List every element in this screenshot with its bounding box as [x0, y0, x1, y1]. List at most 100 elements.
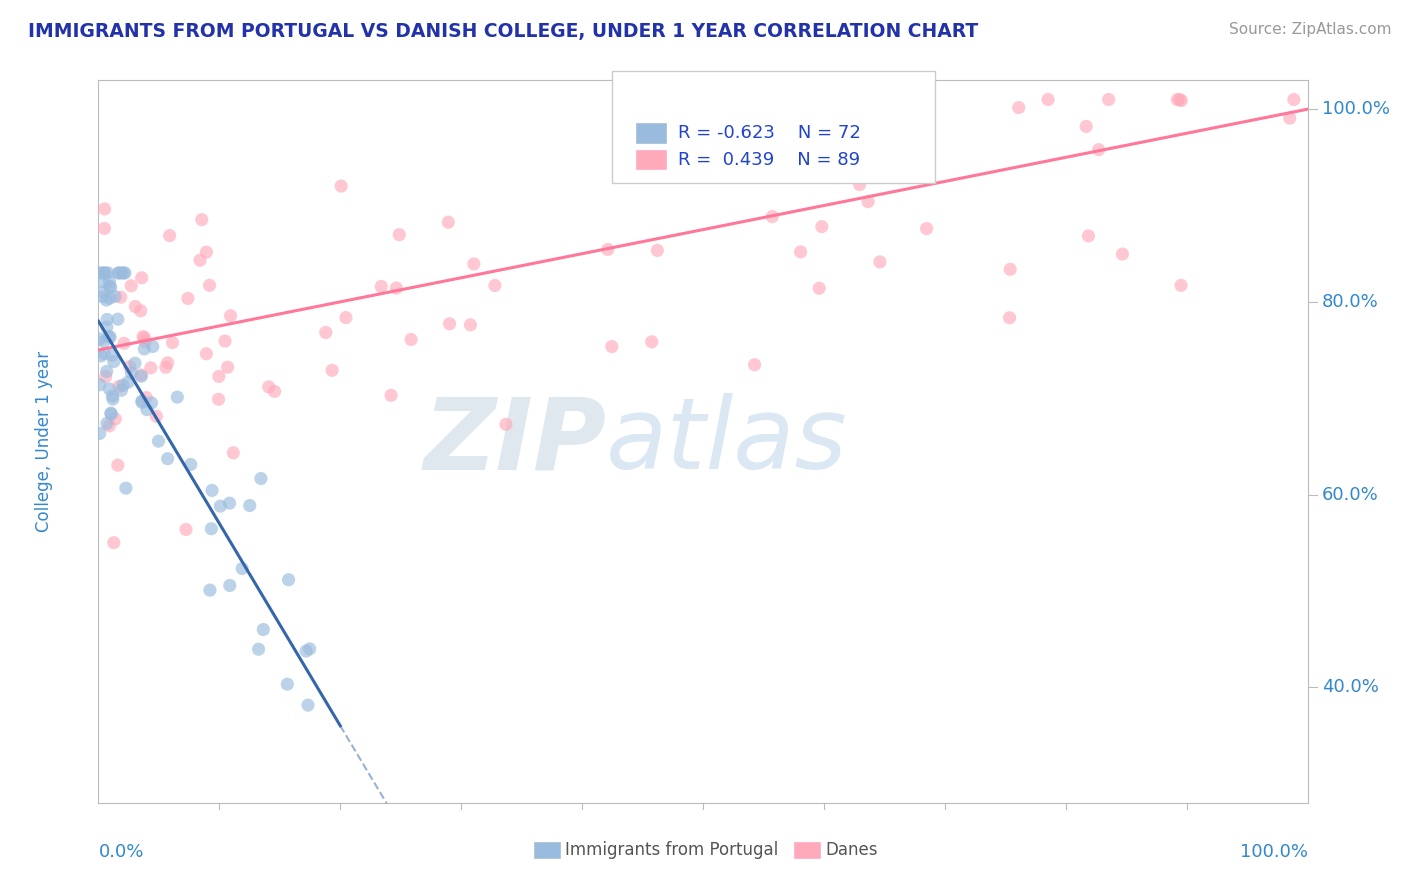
- Point: [385, 281, 408, 295]
- Point: [218, 496, 240, 510]
- Point: [101, 392, 124, 406]
- Point: [388, 227, 411, 242]
- Point: [101, 389, 124, 403]
- Point: [104, 412, 127, 426]
- Point: [600, 340, 623, 354]
- Point: [321, 363, 343, 377]
- Point: [195, 245, 218, 260]
- Point: [848, 178, 870, 192]
- Point: [744, 358, 766, 372]
- Point: [112, 336, 135, 351]
- Point: [191, 212, 214, 227]
- Point: [252, 623, 274, 637]
- Point: [131, 395, 153, 409]
- Point: [110, 384, 132, 398]
- Point: [94, 266, 117, 280]
- Point: [118, 359, 141, 374]
- Point: [131, 270, 153, 285]
- Point: [1166, 93, 1188, 107]
- Point: [806, 93, 828, 107]
- Text: Source: ZipAtlas.com: Source: ZipAtlas.com: [1229, 22, 1392, 37]
- Point: [250, 471, 273, 485]
- Point: [139, 360, 162, 375]
- Point: [200, 522, 222, 536]
- Point: [156, 356, 179, 370]
- Point: [439, 317, 461, 331]
- Point: [915, 221, 938, 235]
- Point: [104, 289, 127, 303]
- Point: [460, 318, 482, 332]
- Point: [98, 330, 121, 344]
- Text: Immigrants from Portugal: Immigrants from Portugal: [565, 841, 779, 859]
- Point: [101, 348, 124, 362]
- Point: [195, 347, 218, 361]
- Text: 80.0%: 80.0%: [1322, 293, 1379, 310]
- Point: [180, 458, 202, 472]
- Point: [297, 698, 319, 713]
- Point: [298, 641, 321, 656]
- Point: [111, 378, 134, 392]
- Point: [107, 312, 129, 326]
- Point: [141, 396, 163, 410]
- Point: [198, 583, 221, 598]
- Point: [380, 388, 402, 402]
- Point: [222, 446, 245, 460]
- Point: [93, 266, 115, 280]
- Point: [148, 434, 170, 449]
- Point: [98, 279, 121, 293]
- Point: [156, 451, 179, 466]
- Point: [1170, 94, 1192, 108]
- Point: [174, 523, 197, 537]
- Text: College, Under 1 year: College, Under 1 year: [35, 351, 53, 533]
- Point: [135, 391, 157, 405]
- Point: [93, 221, 115, 235]
- Point: [89, 332, 111, 346]
- Point: [91, 275, 114, 289]
- Point: [100, 407, 122, 421]
- Point: [484, 278, 506, 293]
- Text: 100.0%: 100.0%: [1240, 843, 1308, 861]
- Point: [162, 335, 184, 350]
- Point: [209, 499, 232, 513]
- Point: [97, 329, 120, 343]
- Point: [98, 418, 121, 433]
- Point: [277, 573, 299, 587]
- Point: [1168, 93, 1191, 107]
- Point: [257, 380, 280, 394]
- Point: [495, 417, 517, 432]
- Point: [596, 243, 619, 257]
- Point: [100, 280, 122, 294]
- Point: [218, 578, 240, 592]
- Point: [98, 291, 121, 305]
- Point: [231, 561, 253, 575]
- Text: 40.0%: 40.0%: [1322, 678, 1379, 696]
- Point: [108, 266, 131, 280]
- Point: [1087, 143, 1109, 157]
- Point: [124, 356, 146, 370]
- Point: [120, 366, 142, 380]
- Point: [207, 392, 229, 407]
- Point: [811, 219, 834, 234]
- Point: [1008, 101, 1031, 115]
- Point: [998, 262, 1021, 277]
- Point: [103, 354, 125, 368]
- Point: [89, 266, 111, 280]
- Point: [789, 244, 811, 259]
- Point: [247, 642, 270, 657]
- Point: [107, 458, 129, 472]
- Point: [276, 677, 298, 691]
- Point: [761, 210, 783, 224]
- Point: [208, 369, 231, 384]
- Point: [97, 266, 120, 280]
- Point: [131, 393, 153, 408]
- Text: 100.0%: 100.0%: [1322, 100, 1391, 118]
- Point: [626, 93, 648, 107]
- Point: [330, 179, 353, 194]
- Point: [370, 279, 392, 293]
- Point: [437, 215, 460, 229]
- Point: [142, 339, 165, 353]
- Point: [98, 382, 121, 396]
- Point: [96, 312, 118, 326]
- Point: [100, 406, 122, 420]
- Point: [132, 329, 155, 343]
